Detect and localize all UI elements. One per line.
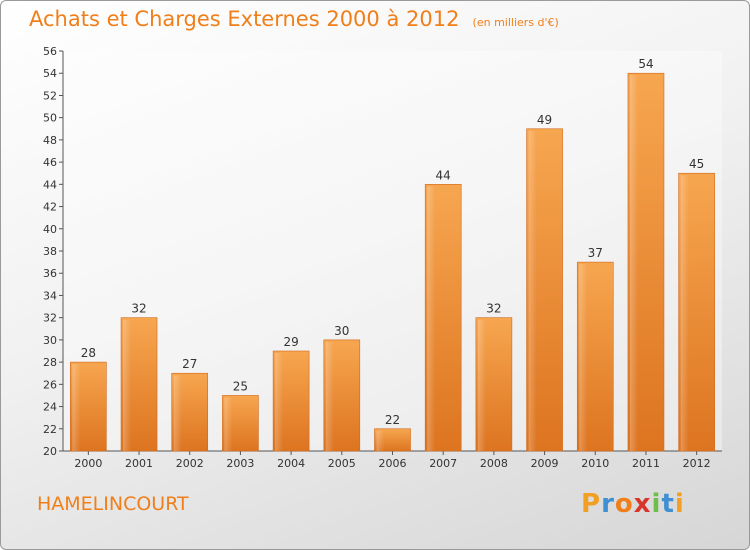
value-label-2011: 54: [638, 57, 653, 71]
bar-highlight: [224, 397, 233, 451]
value-label-2002: 27: [182, 357, 197, 371]
bar-highlight: [579, 264, 588, 451]
x-tick-label: 2004: [277, 457, 305, 470]
y-tick-label: 38: [43, 245, 57, 258]
y-tick-label: 20: [43, 445, 57, 458]
y-tick-label: 34: [43, 289, 57, 302]
axes: [59, 50, 722, 455]
proxiti-logo: Proxiti: [581, 489, 685, 519]
x-tick-label: 2009: [531, 457, 559, 470]
bar-highlight: [528, 130, 537, 451]
bar-highlight: [629, 75, 638, 451]
y-tick-label: 32: [43, 312, 57, 325]
logo-letter: r: [601, 489, 615, 519]
bar-highlight: [477, 319, 486, 451]
x-tick-label: 2011: [632, 457, 660, 470]
x-tick-label: 2002: [176, 457, 204, 470]
logo-letter: P: [581, 489, 602, 519]
y-tick-label: 36: [43, 267, 57, 280]
labels: 20 22 24 26 28 30 32 34 36 38 40 42 44 46 48 50 52 54 56 20…: [43, 45, 711, 470]
logo-letter: t: [661, 489, 675, 519]
logo-letter: i: [651, 489, 662, 519]
y-tick-label: 54: [43, 67, 57, 80]
x-tick-label: 2001: [125, 457, 153, 470]
y-tick-label: 40: [43, 223, 57, 236]
bar-highlight: [72, 364, 81, 451]
chart-subtitle: (en milliers d'€): [472, 16, 559, 29]
x-tick-label: 2008: [480, 457, 508, 470]
chart-title: Achats et Charges Externes 2000 à 2012 (…: [29, 7, 559, 31]
x-tick-label: 2007: [429, 457, 457, 470]
value-label-2003: 25: [233, 379, 248, 393]
value-label-2007: 44: [436, 168, 451, 182]
value-label-2000: 28: [81, 346, 96, 360]
y-tick-label: 24: [43, 401, 57, 414]
chart-title-text: Achats et Charges Externes 2000 à 2012: [29, 7, 460, 31]
x-tick-label: 2000: [74, 457, 102, 470]
x-tick-label: 2010: [581, 457, 609, 470]
y-tick-label: 26: [43, 378, 57, 391]
value-label-2008: 32: [486, 302, 501, 316]
bar-highlight: [427, 186, 436, 452]
x-tick-label: 2006: [379, 457, 407, 470]
y-tick-label: 30: [43, 334, 57, 347]
y-tick-label: 56: [43, 45, 57, 58]
bar-highlight: [275, 353, 284, 451]
x-tick-label: 2003: [226, 457, 254, 470]
plot-area: [63, 51, 722, 451]
bars: [70, 72, 715, 452]
bar-highlight: [680, 175, 689, 451]
value-label-2012: 45: [689, 157, 704, 171]
bar-highlight: [325, 341, 334, 451]
logo-letter: i: [674, 489, 685, 519]
y-tick-label: 28: [43, 356, 57, 369]
bar-highlight: [123, 319, 132, 451]
logo-letter: x: [633, 489, 652, 519]
x-tick-label: 2012: [683, 457, 711, 470]
value-label-2009: 49: [537, 113, 552, 127]
value-label-2004: 29: [283, 335, 298, 349]
y-tick-label: 52: [43, 89, 57, 102]
value-label-2005: 30: [334, 324, 349, 338]
bar-highlight: [376, 430, 385, 451]
town-name: HAMELINCOURT: [37, 493, 189, 515]
y-tick-label: 48: [43, 134, 57, 147]
bar-highlight: [173, 375, 182, 451]
y-tick-label: 42: [43, 201, 57, 214]
y-tick-label: 46: [43, 156, 57, 169]
value-label-2010: 37: [588, 246, 603, 260]
y-tick-label: 22: [43, 423, 57, 436]
x-tick-label: 2005: [328, 457, 356, 470]
value-label-2006: 22: [385, 413, 400, 427]
logo-letter: o: [614, 489, 634, 519]
y-tick-label: 44: [43, 178, 57, 191]
y-tick-label: 50: [43, 112, 57, 125]
value-label-2001: 32: [131, 302, 146, 316]
